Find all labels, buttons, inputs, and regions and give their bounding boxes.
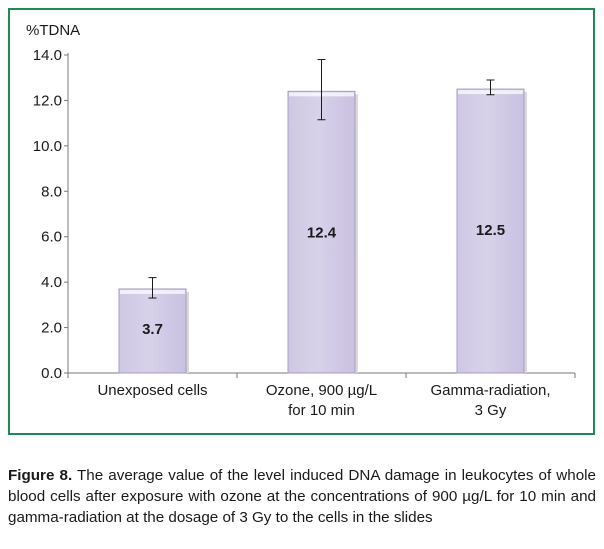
figure-label: Figure 8.	[8, 467, 73, 485]
y-tick-label: 2.0	[41, 320, 62, 337]
x-tick-label: Unexposed cells	[97, 382, 207, 399]
y-tick-label: 12.0	[33, 92, 62, 109]
x-tick-label: for 10 min	[288, 402, 355, 419]
figure-caption-text: The average value of the level induced D…	[8, 467, 596, 527]
data-label: 3.7	[142, 321, 163, 338]
y-axis-label: %TDNA	[26, 22, 80, 39]
y-tick-label: 4.0	[41, 274, 62, 291]
bar-chart: %TDNA 0.0 2.0 4.0 6.0 8.0 10.0 12.0 14.0 3.7 Unexp…	[26, 22, 576, 419]
x-tick-label: Ozone, 900 µg/L	[266, 382, 377, 399]
bar	[456, 88, 525, 374]
x-tick-label: Gamma-radiation,	[430, 382, 550, 399]
data-label: 12.5	[476, 222, 505, 239]
bar	[118, 288, 187, 374]
y-tick-label: 14.0	[33, 47, 62, 64]
y-tick-label: 8.0	[41, 183, 62, 200]
y-tick-label: 0.0	[41, 365, 62, 382]
data-label: 12.4	[307, 224, 337, 241]
y-tick-label: 6.0	[41, 229, 62, 246]
y-tick-label: 10.0	[33, 138, 62, 155]
bar	[287, 90, 356, 374]
x-tick-label: 3 Gy	[475, 402, 507, 419]
figure-caption: Figure 8. The average value of the level…	[8, 465, 596, 528]
